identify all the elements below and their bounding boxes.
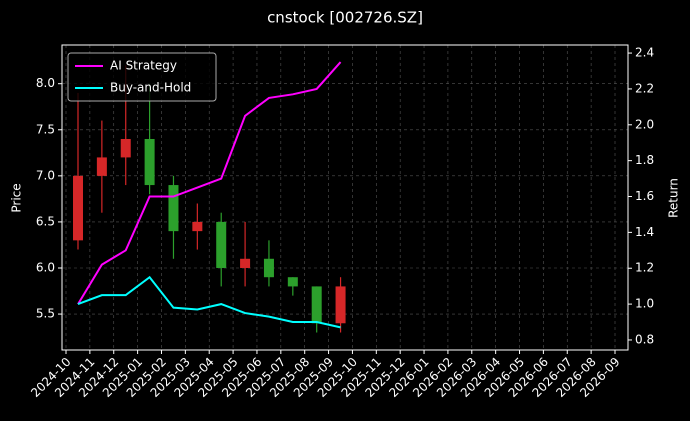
candle-body bbox=[263, 258, 274, 278]
y2-tick-label: 2.0 bbox=[635, 117, 654, 131]
y2-tick-label: 1.4 bbox=[635, 225, 654, 239]
y2-tick-label: 2.4 bbox=[635, 46, 654, 60]
candle-body bbox=[287, 277, 298, 287]
y2-axis-label: Return bbox=[667, 178, 681, 218]
y2-tick-label: 1.8 bbox=[635, 153, 654, 167]
plot-frame bbox=[61, 44, 629, 351]
candle-body bbox=[73, 175, 83, 241]
y2-tick-label: 0.8 bbox=[635, 332, 654, 346]
candle-body bbox=[96, 157, 107, 176]
candle-body bbox=[120, 138, 131, 158]
candle-body bbox=[192, 221, 203, 232]
candle-body bbox=[335, 286, 346, 324]
y-tick-label: 8.0 bbox=[36, 76, 55, 90]
y-tick-label: 6.5 bbox=[36, 214, 55, 228]
y-axis-label: Price bbox=[10, 183, 24, 212]
y2-tick-label: 1.6 bbox=[635, 189, 654, 203]
y2-tick-label: 1.2 bbox=[635, 261, 654, 275]
legend-label: AI Strategy bbox=[110, 59, 177, 73]
y-tick-label: 6.0 bbox=[36, 260, 55, 274]
candle-body bbox=[216, 221, 227, 268]
y-tick-label: 7.5 bbox=[36, 122, 55, 136]
candle-body bbox=[311, 286, 322, 324]
candle-body bbox=[144, 138, 155, 186]
y2-tick-label: 1.0 bbox=[635, 297, 654, 311]
return-line bbox=[77, 61, 342, 305]
y-tick-label: 7.0 bbox=[36, 168, 55, 182]
return-line bbox=[77, 275, 341, 329]
legend-box bbox=[67, 52, 217, 102]
y-tick-label: 5.5 bbox=[36, 307, 55, 321]
candle-body bbox=[240, 258, 251, 268]
chart-title: cnstock [002726.SZ] bbox=[267, 9, 423, 27]
candle-body bbox=[168, 185, 179, 232]
y2-tick-label: 2.2 bbox=[635, 81, 654, 95]
legend-label: Buy-and-Hold bbox=[110, 81, 191, 95]
